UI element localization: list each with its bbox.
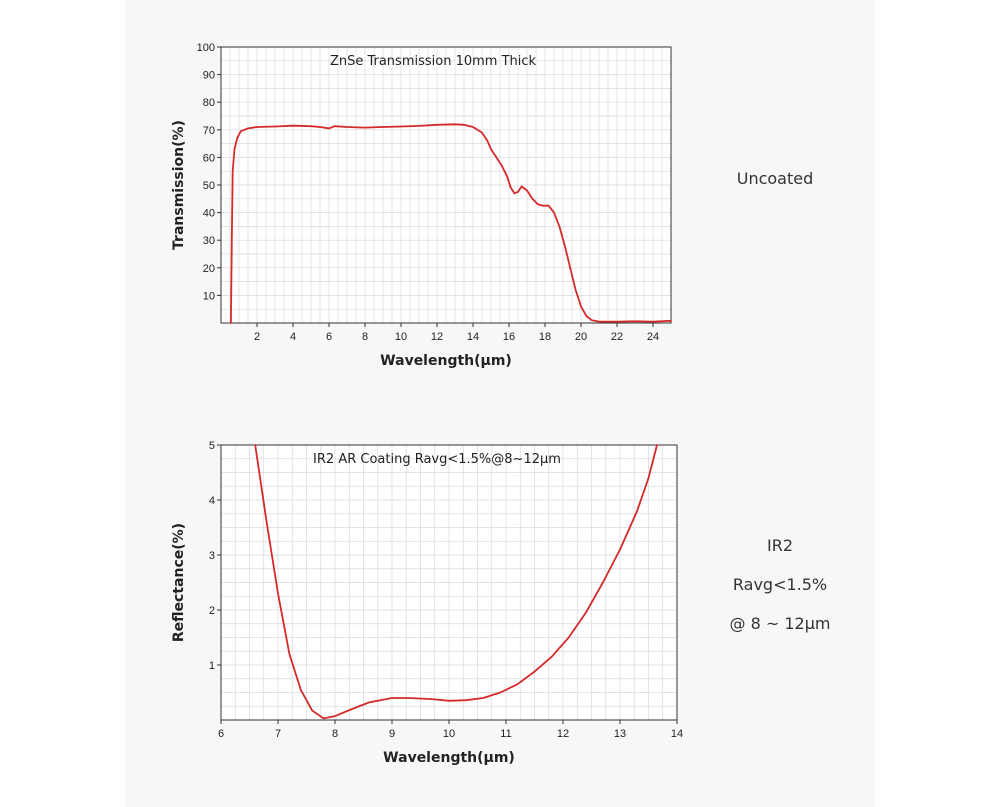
chart1-ytick-label: 20: [203, 263, 215, 275]
chart2-xlabel: Wavelength(μm): [383, 750, 515, 766]
chart1-xtick-label: 18: [539, 331, 551, 343]
chart2-xtick-label: 8: [332, 728, 338, 740]
chart2-ytick-label: 3: [209, 550, 215, 562]
chart1-ytick-label: 30: [203, 235, 215, 247]
chart1-xtick-label: 2: [254, 331, 260, 343]
chart1-ytick-label: 70: [203, 125, 215, 137]
ir2-ravg-label: Ravg<1.5%: [732, 575, 828, 594]
chart1-xtick-label: 6: [326, 331, 332, 343]
chart2-ytick-label: 4: [209, 495, 215, 507]
chart1-xtick-label: 8: [362, 331, 368, 343]
chart2-xtick-label: 14: [671, 728, 683, 740]
chart2-xtick-label: 11: [500, 728, 511, 740]
chart1-ytick-label: 100: [197, 42, 215, 54]
chart1-series-line: [229, 123, 672, 324]
chart2-ytick-label: 1: [209, 660, 215, 672]
chart1-xtick-label: 14: [467, 331, 479, 343]
chart1-xtick-label: 16: [503, 331, 515, 343]
chart2-ytick-label: 5: [209, 440, 215, 452]
chart1-xtick-label: 12: [431, 331, 443, 343]
chart1-ytick-label: 60: [203, 152, 215, 164]
chart1-ytick-label: 40: [203, 208, 215, 220]
chart1-xtick-label: 20: [575, 331, 587, 343]
chart2-xtick-label: 13: [614, 728, 626, 740]
chart2-xtick-label: 12: [557, 728, 569, 740]
ir2-label: IR2: [766, 536, 793, 555]
chart1-xtick-label: 22: [611, 331, 623, 343]
chart2-xtick-label: 10: [443, 728, 455, 740]
chart2-ylabel: Reflectance(%): [171, 523, 187, 642]
chart1-ytick-label: 50: [203, 180, 215, 192]
chart1-xtick-label: 10: [395, 331, 407, 343]
chart1-ytick-label: 90: [203, 70, 215, 82]
chart1-ytick-label: 80: [203, 97, 215, 109]
chart2-series-line: [254, 444, 658, 720]
chart1-xlabel: Wavelength(μm): [380, 353, 512, 369]
chart1-ylabel: Transmission(%): [171, 120, 187, 250]
chart2-xtick-label: 9: [389, 728, 395, 740]
chart1-title: ZnSe Transmission 10mm Thick: [330, 54, 537, 69]
chart1-xtick-label: 24: [647, 331, 659, 343]
chart1-xtick-label: 4: [290, 331, 296, 343]
uncoated-label: Uncoated: [736, 169, 814, 188]
ir2-range-label: @ 8 ~ 12μm: [729, 614, 831, 633]
chart2-xtick-label: 6: [218, 728, 224, 740]
chart1-ytick-label: 10: [203, 290, 215, 302]
chart2-title: IR2 AR Coating Ravg<1.5%@8~12μm: [313, 452, 561, 467]
chart2-ytick-label: 2: [209, 605, 215, 617]
chart2-xtick-label: 7: [275, 728, 281, 740]
